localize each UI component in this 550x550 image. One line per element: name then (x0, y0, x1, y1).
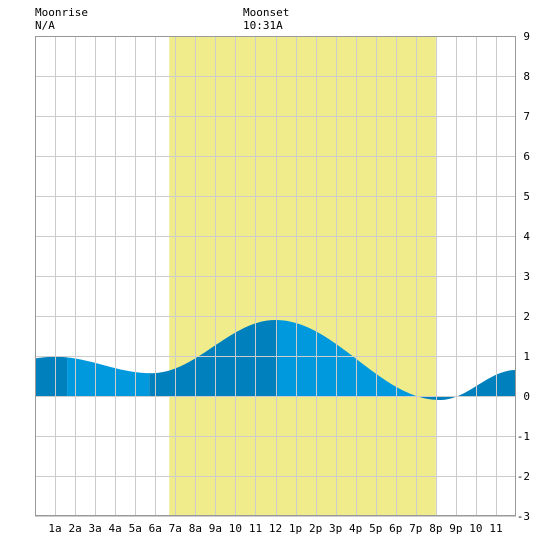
x-tick-label: 8a (189, 522, 202, 535)
y-tick-label: 0 (523, 390, 530, 403)
x-tick-label: 11 (489, 522, 502, 535)
tide-layer (35, 320, 516, 400)
x-tick-label: 7a (169, 522, 182, 535)
y-tick-label: -1 (517, 430, 530, 443)
moonset-value: 10:31A (243, 19, 283, 32)
plot-border (35, 36, 516, 516)
y-tick-label: 3 (523, 270, 530, 283)
x-tick-label: 3p (329, 522, 342, 535)
x-tick-label: 4p (349, 522, 362, 535)
x-tick-label: 9a (209, 522, 222, 535)
x-tick-label: 10 (469, 522, 482, 535)
tide-segment (67, 357, 150, 396)
grid-layer (35, 36, 516, 517)
y-tick-label: 7 (523, 110, 530, 123)
tide-segment (419, 370, 516, 400)
tide-segment (277, 320, 420, 398)
moonrise-value: N/A (35, 19, 55, 32)
y-tick-label: 9 (523, 30, 530, 43)
y-tick-label: 8 (523, 70, 530, 83)
x-tick-label: 11 (249, 522, 262, 535)
moonset-label: Moonset (243, 6, 290, 19)
x-tick-label: 3a (89, 522, 102, 535)
x-tick-label: 6p (389, 522, 402, 535)
y-tick-label: 1 (523, 350, 530, 363)
x-tick-label: 12 (269, 522, 282, 535)
y-tick-label: 2 (523, 310, 530, 323)
x-tick-label: 5p (369, 522, 382, 535)
x-tick-label: 6a (149, 522, 162, 535)
x-tick-label: 4a (109, 522, 122, 535)
x-tick-label: 9p (449, 522, 462, 535)
x-tick-label: 2p (309, 522, 322, 535)
y-tick-label: 4 (523, 230, 530, 243)
x-tick-label: 1p (289, 522, 302, 535)
y-tick-label: -3 (517, 510, 530, 523)
x-tick-label: 7p (409, 522, 422, 535)
x-tick-label: 1a (48, 522, 61, 535)
moonrise-label: Moonrise (35, 6, 88, 19)
x-tick-label: 10 (229, 522, 242, 535)
x-tick-label: 8p (429, 522, 442, 535)
x-tick-label: 2a (68, 522, 81, 535)
x-tick-label: 5a (129, 522, 142, 535)
y-tick-label: -2 (517, 470, 530, 483)
y-tick-label: 5 (523, 190, 530, 203)
tide-segment (149, 320, 278, 396)
y-tick-label: 6 (523, 150, 530, 163)
tide-segment (35, 356, 68, 396)
